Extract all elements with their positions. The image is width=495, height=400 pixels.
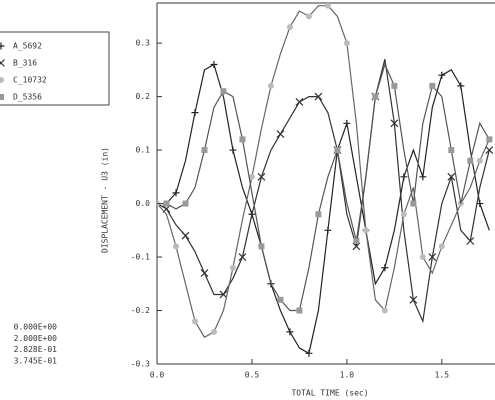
legend-marker — [0, 77, 4, 83]
legend-label: D_5356 — [13, 93, 42, 102]
data-point — [381, 307, 388, 314]
annotation: 3.745E-01 — [14, 356, 58, 365]
data-point — [448, 147, 455, 154]
plot-area — [157, 3, 494, 357]
data-point — [277, 296, 284, 303]
data-point — [457, 82, 465, 90]
data-point — [295, 98, 304, 106]
data-point — [381, 264, 389, 272]
data-point — [429, 82, 436, 89]
data-point — [467, 157, 474, 164]
data-point — [248, 173, 255, 180]
data-point — [229, 264, 236, 271]
data-point — [314, 92, 323, 101]
data-point — [466, 237, 475, 245]
data-point — [201, 147, 208, 154]
data-point — [486, 136, 493, 143]
data-point — [191, 109, 199, 117]
legend-marker — [0, 42, 5, 50]
data-point — [238, 253, 247, 261]
data-point — [372, 93, 379, 100]
data-point — [210, 61, 218, 69]
y-tick-label: 0.0 — [136, 199, 151, 208]
x-tick-label: 1.0 — [340, 371, 355, 380]
legend-box — [0, 31, 110, 106]
x-tick-label: 0.0 — [150, 371, 165, 380]
data-point — [257, 172, 266, 181]
data-point — [343, 119, 351, 127]
data-point — [390, 119, 399, 128]
legend-marker — [0, 59, 5, 67]
data-point — [172, 189, 180, 197]
data-point — [438, 243, 445, 250]
series-line — [157, 63, 490, 355]
data-point — [239, 136, 246, 143]
data-point — [428, 253, 437, 261]
data-point — [200, 269, 209, 278]
y-tick-label: 0.1 — [136, 146, 151, 155]
x-axis-label: TOTAL TIME (sec) — [291, 389, 368, 398]
data-point — [286, 24, 293, 31]
data-point — [362, 227, 369, 234]
data-point — [276, 130, 285, 138]
x-tick-label: 0.5 — [245, 371, 260, 380]
y-tick-label: -0.2 — [131, 306, 150, 315]
annotation: 2.828E-01 — [14, 345, 58, 354]
data-point — [181, 231, 190, 240]
data-point — [419, 254, 426, 261]
data-point — [438, 71, 446, 79]
data-point — [220, 88, 227, 95]
data-point — [409, 295, 418, 304]
data-point — [343, 40, 350, 47]
data-point — [400, 173, 408, 181]
legend-label: C_10732 — [13, 76, 47, 85]
legend-label: B_316 — [13, 59, 37, 68]
annotation: 2.000E+00 — [14, 334, 58, 343]
data-point — [286, 328, 294, 336]
data-point — [391, 82, 398, 89]
data-point — [419, 173, 427, 181]
data-point — [210, 328, 217, 335]
series-line — [157, 5, 490, 339]
series-line — [157, 59, 490, 324]
data-point — [334, 147, 341, 154]
data-point — [447, 172, 456, 181]
data-point — [229, 146, 237, 154]
data-point — [485, 146, 494, 154]
data-point — [315, 211, 322, 218]
data-point — [163, 200, 170, 207]
data-point — [191, 318, 198, 325]
data-point — [324, 3, 331, 9]
y-tick-label: 0.2 — [136, 92, 151, 101]
data-point — [258, 243, 265, 250]
data-point — [305, 349, 313, 357]
data-point — [296, 307, 303, 314]
x-tick-label: 1.5 — [435, 371, 450, 380]
annotation: 0.000E+00 — [14, 323, 58, 332]
data-point — [182, 200, 189, 207]
y-tick-label: -0.1 — [131, 253, 150, 262]
legend-label: A_5692 — [13, 42, 42, 51]
data-point — [324, 226, 332, 234]
data-point — [305, 13, 312, 20]
y-tick-label: 0.3 — [136, 39, 151, 48]
legend-marker — [0, 94, 4, 100]
data-point — [267, 82, 274, 89]
data-point — [219, 290, 228, 299]
y-axis-label: DISPLACEMENT - U3 (in) — [101, 147, 110, 253]
y-tick-label: -0.3 — [131, 360, 150, 369]
data-point — [172, 243, 179, 250]
data-point — [353, 237, 360, 244]
data-point — [476, 157, 483, 164]
data-point — [410, 200, 417, 207]
data-point — [352, 242, 361, 251]
data-point — [400, 211, 407, 218]
